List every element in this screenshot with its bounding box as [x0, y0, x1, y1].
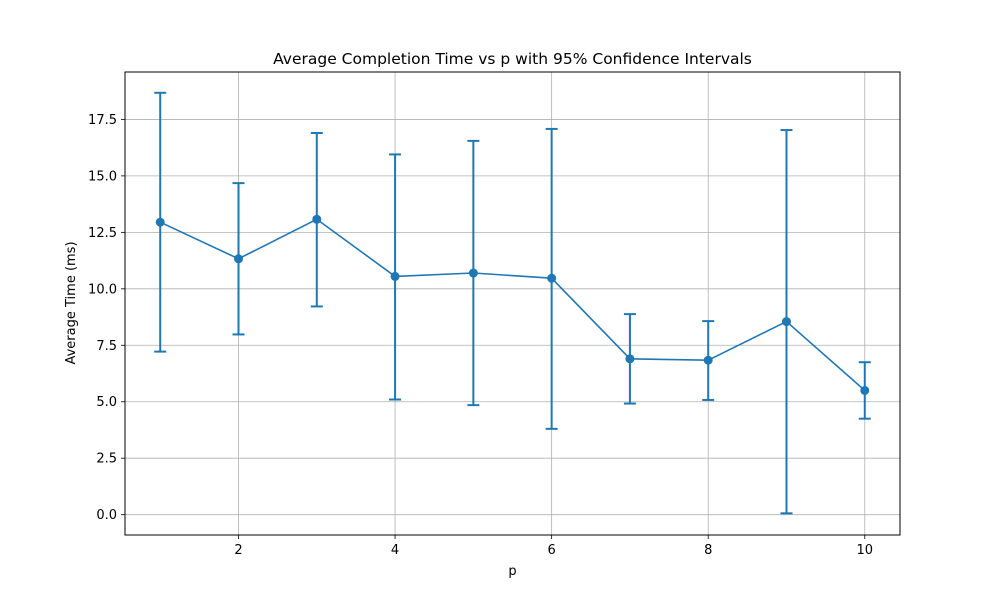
- y-tick-label: 7.5: [96, 339, 117, 354]
- y-tick-label: 15.0: [88, 169, 117, 184]
- data-point: [390, 271, 400, 281]
- grid: [125, 72, 900, 535]
- series-points: [155, 214, 870, 395]
- data-point: [468, 268, 478, 278]
- data-point: [781, 317, 791, 327]
- x-tick-label: 4: [391, 543, 399, 558]
- y-axis-ticks: 0.0 2.5 5.0 7.5 10.0 12.5 15.0 17.5: [88, 113, 125, 523]
- x-axis-label: p: [508, 564, 516, 579]
- x-axis-ticks: 2 4 6 8 10: [234, 535, 873, 558]
- y-tick-label: 0.0: [96, 508, 117, 523]
- chart-title: Average Completion Time vs p with 95% Co…: [273, 50, 752, 68]
- y-axis-label: Average Time (ms): [64, 241, 79, 364]
- y-tick-label: 10.0: [88, 282, 117, 297]
- data-point: [312, 214, 322, 224]
- y-tick-label: 17.5: [88, 113, 117, 128]
- x-tick-label: 8: [704, 543, 712, 558]
- data-point: [860, 385, 870, 395]
- y-tick-label: 2.5: [96, 452, 117, 467]
- y-tick-label: 5.0: [96, 395, 117, 410]
- data-point: [703, 355, 713, 365]
- series-line-layer: [159, 218, 866, 392]
- data-point: [625, 354, 635, 364]
- data-point: [155, 217, 165, 227]
- data-point: [234, 254, 244, 264]
- x-tick-label: 2: [234, 543, 242, 558]
- plot-area-frame: [124, 71, 901, 536]
- y-tick-label: 12.5: [88, 226, 117, 241]
- x-tick-label: 6: [548, 543, 556, 558]
- x-tick-label: 10: [856, 543, 873, 558]
- series-line: [159, 218, 866, 392]
- data-point: [547, 273, 557, 283]
